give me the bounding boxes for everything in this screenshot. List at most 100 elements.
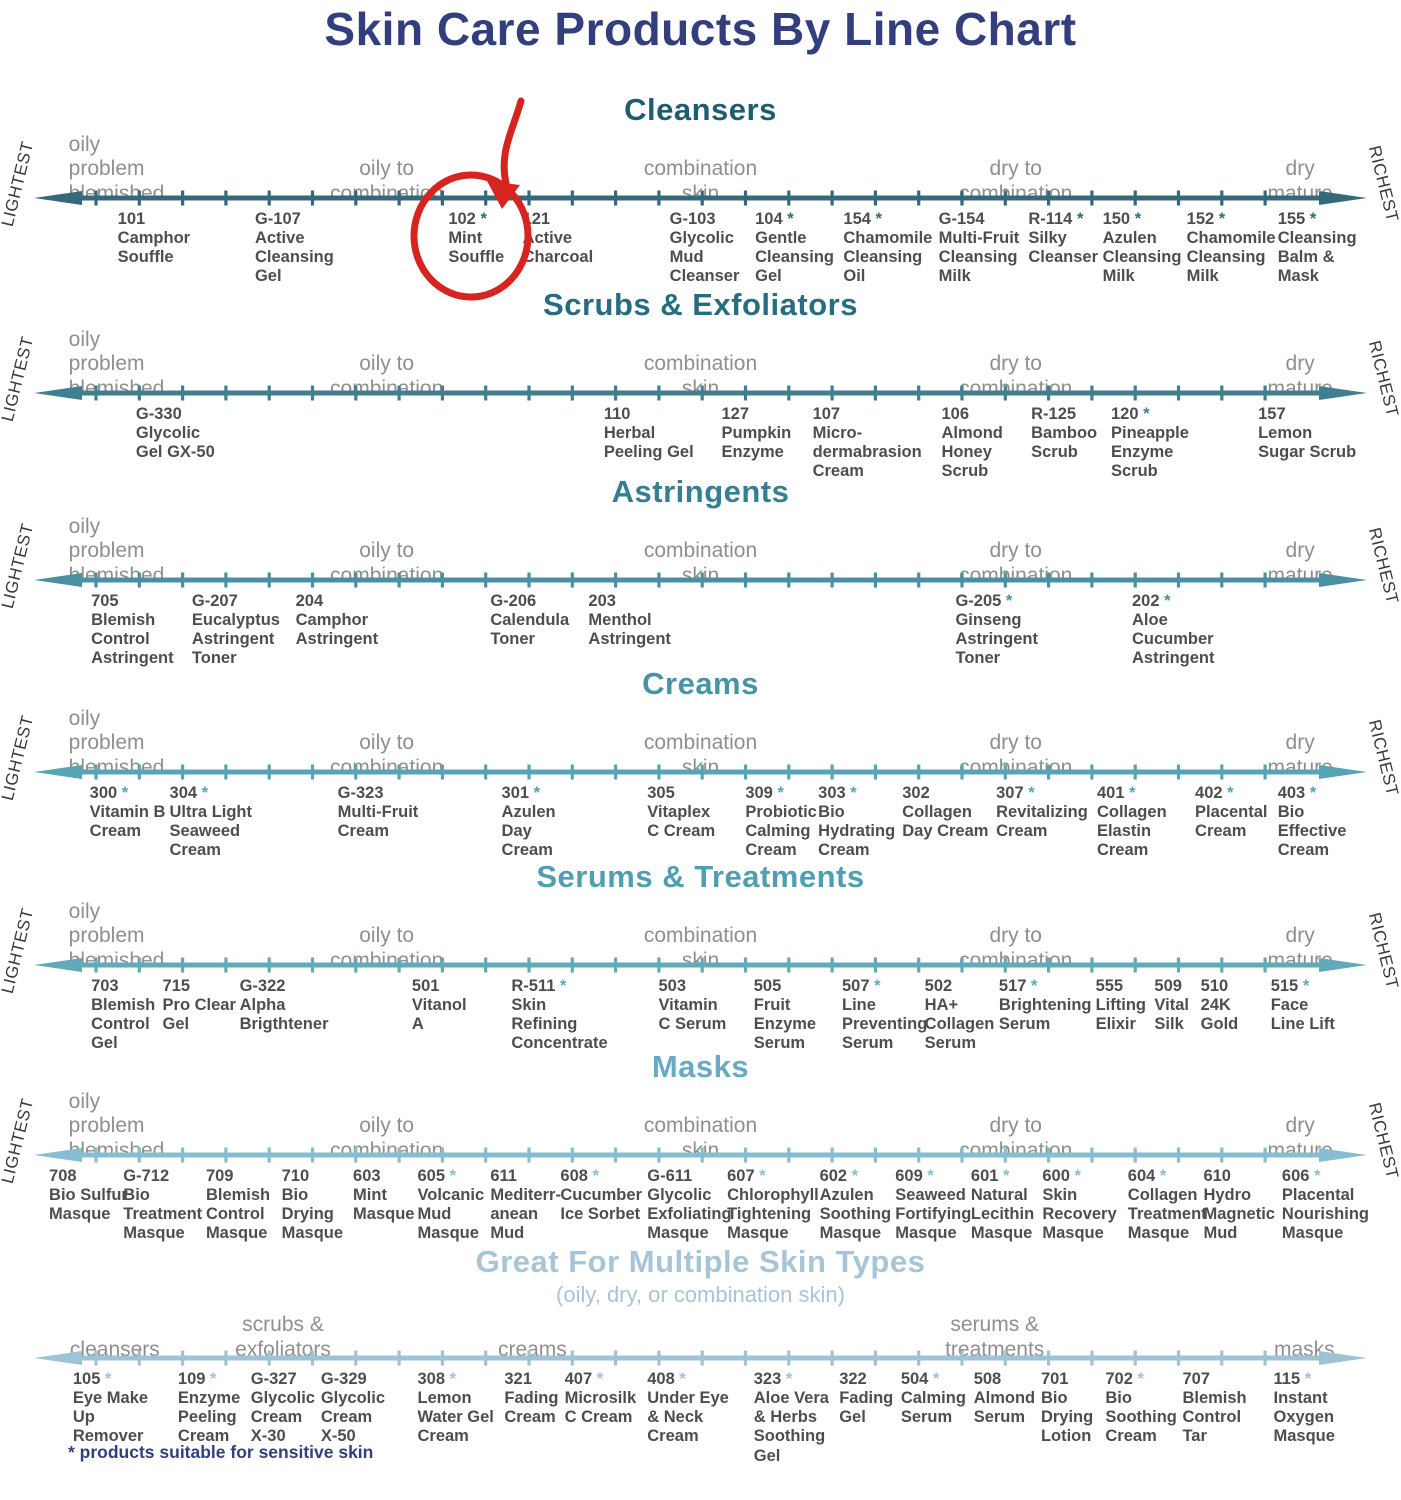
product-name: Micro- dermabrasion Cream xyxy=(812,424,922,481)
product-code: 407 * xyxy=(564,1370,604,1388)
product-G-103: G-103 Glycolic Mud Cleanser xyxy=(670,210,740,287)
product-name: Mediterr- anean Mud xyxy=(490,1186,561,1243)
product-403: 403 * Bio Effective Cream xyxy=(1278,784,1347,861)
sensitive-skin-star: * xyxy=(201,784,209,802)
product-name: Silky Cleanser xyxy=(1028,229,1099,267)
sensitive-skin-star: * xyxy=(1031,977,1038,995)
sensitive-skin-star: * xyxy=(1164,592,1171,610)
product-G-327: G-327 Glycolic Cream X-30 xyxy=(251,1370,315,1447)
product-code: G-611 xyxy=(647,1167,693,1185)
product-name: Vitaplex C Cream xyxy=(647,803,716,841)
section-header-scrubs-exfoliators: Scrubs & Exfoliators xyxy=(543,287,858,322)
product-708: 708 Bio Sulfur Masque xyxy=(49,1167,128,1224)
product-R-125: R-125 Bamboo Scrub xyxy=(1031,405,1097,462)
product-code: 303 * xyxy=(818,784,857,802)
product-name: Glycolic Gel GX-50 xyxy=(135,424,215,462)
product-157: 157 Lemon Sugar Scrub xyxy=(1258,405,1356,462)
product-code: 305 xyxy=(647,784,675,802)
skin-zone-label: serums & treatments xyxy=(945,1313,1045,1362)
product-name: Almond Serum xyxy=(973,1389,1036,1427)
sensitive-skin-star: * xyxy=(932,1370,940,1388)
product-code: 109 * xyxy=(177,1370,217,1388)
product-101: 101 Camphor Souffle xyxy=(118,210,190,267)
richest-arrowhead-icon xyxy=(1319,191,1367,205)
richest-label: RICHEST xyxy=(1364,910,1401,992)
product-name: Enzyme Peeling Cream xyxy=(177,1389,241,1446)
product-601: 601 * Natural Lecithin Masque xyxy=(971,1167,1034,1244)
skin-zone-label: oily problem blemished xyxy=(68,514,165,588)
product-code: 120 * xyxy=(1110,405,1150,423)
product-302: 302 Collagen Day Cream xyxy=(902,784,988,841)
section-creams: Creams oily problem blemished oily to comb… xyxy=(0,662,1401,877)
product-name: Bamboo Scrub xyxy=(1031,424,1098,462)
product-code: G-206 xyxy=(490,592,537,610)
product-702: 702 * Bio Soothing Cream xyxy=(1105,1370,1176,1447)
product-code: 605 * xyxy=(417,1167,457,1185)
product-name: Vitamin B Cream xyxy=(89,803,166,841)
product-name: Azulen Day Cream xyxy=(501,803,556,860)
product-603: 603 Mint Masque xyxy=(353,1167,414,1224)
product-code: G-103 xyxy=(669,210,716,228)
section-cleansers: Cleansers oily problem blemished oily to c… xyxy=(0,88,1401,303)
product-code: 606 * xyxy=(1281,1167,1321,1185)
section-header-creams: Creams xyxy=(642,666,759,701)
product-code: 502 xyxy=(924,977,953,995)
lightest-label: LIGHTEST xyxy=(0,521,38,611)
lightest-arrowhead-icon xyxy=(34,1351,82,1365)
section-header-masks: Masks xyxy=(651,1049,750,1084)
section-multiple-skin-types: Great For Multiple Skin Types (oily, dry,… xyxy=(0,1240,1401,1465)
product-code: 309 * xyxy=(745,784,784,802)
product-105: 105 * Eye Make Up Remover xyxy=(73,1370,148,1447)
product-707: 707 Blemish Control Tar xyxy=(1182,1370,1246,1447)
product-name: Glycolic Cream X-30 xyxy=(250,1389,315,1446)
product-R-511: R-511 * Skin Refining Concentrate xyxy=(511,977,607,1054)
product-name: Skin Recovery Masque xyxy=(1042,1186,1117,1243)
product-G-323: G-323 Multi-Fruit Cream xyxy=(338,784,419,841)
section-serums-treatments: Serums & Treatments oily problem blemishe… xyxy=(0,855,1401,1070)
product-407: 407 * Microsilk C Cream xyxy=(565,1370,637,1427)
product-code: 408 * xyxy=(647,1370,686,1388)
richest-label: RICHEST xyxy=(1364,525,1401,607)
product-name: Camphor Astringent xyxy=(295,611,379,649)
sensitive-skin-star: * xyxy=(559,977,567,995)
product-120: 120 * Pineapple Enzyme Scrub xyxy=(1111,405,1189,482)
product-code: 609 * xyxy=(895,1167,934,1185)
axis-arrow xyxy=(34,385,1367,401)
product-code: 705 xyxy=(91,592,119,610)
product-name: Vitanol A xyxy=(411,996,467,1034)
product-code: 710 xyxy=(281,1167,310,1185)
sensitive-skin-star: * xyxy=(104,1370,112,1388)
product-code: 202 * xyxy=(1132,592,1171,610)
product-code: 507 * xyxy=(842,977,881,995)
product-name: Pumpkin Enzyme xyxy=(721,424,792,462)
sensitive-skin-star: * xyxy=(1074,1167,1081,1185)
product-502: 502 HA+ Collagen Serum xyxy=(925,977,995,1054)
product-code: 517 * xyxy=(998,977,1038,995)
product-609: 609 * Seaweed Fortifying Masque xyxy=(895,1167,971,1244)
product-name: Bio Drying Masque xyxy=(281,1186,344,1243)
product-150: 150 * Azulen Cleansing Milk xyxy=(1103,210,1182,287)
product-code: 503 xyxy=(658,977,686,995)
product-G-154: G-154 Multi-Fruit Cleansing Milk xyxy=(939,210,1020,287)
lightest-arrowhead-icon xyxy=(34,765,82,779)
section-scrubs-exfoliators: Scrubs & Exfoliators oily problem blemish… xyxy=(0,283,1401,498)
section-subtitle: (oily, dry, or combination skin) xyxy=(556,1282,845,1307)
lightest-label: LIGHTEST xyxy=(0,334,38,424)
product-code: 127 xyxy=(721,405,750,423)
skin-zone-label: cleansers xyxy=(69,1338,160,1362)
product-name: Instant Oxygen Masque xyxy=(1273,1389,1335,1446)
product-code: 308 * xyxy=(417,1370,457,1388)
product-name: Herbal Peeling Gel xyxy=(603,424,694,462)
product-name: Hydro Magnetic Mud xyxy=(1203,1186,1275,1243)
product-303: 303 * Bio Hydrating Cream xyxy=(818,784,895,861)
lightest-arrowhead-icon xyxy=(34,386,82,400)
product-code: 702 * xyxy=(1105,1370,1144,1388)
product-name: Alpha Brigthtener xyxy=(239,996,329,1034)
product-709: 709 Blemish Control Masque xyxy=(206,1167,270,1244)
richest-arrowhead-icon xyxy=(1319,958,1367,972)
product-701: 701 Bio Drying Lotion xyxy=(1041,1370,1093,1447)
product-309: 309 * Probiotic Calming Cream xyxy=(745,784,817,861)
product-code: G-329 xyxy=(320,1370,367,1388)
product-name: Collagen Day Cream xyxy=(902,803,989,841)
product-152: 152 * Chamomile Cleansing Milk xyxy=(1187,210,1276,287)
